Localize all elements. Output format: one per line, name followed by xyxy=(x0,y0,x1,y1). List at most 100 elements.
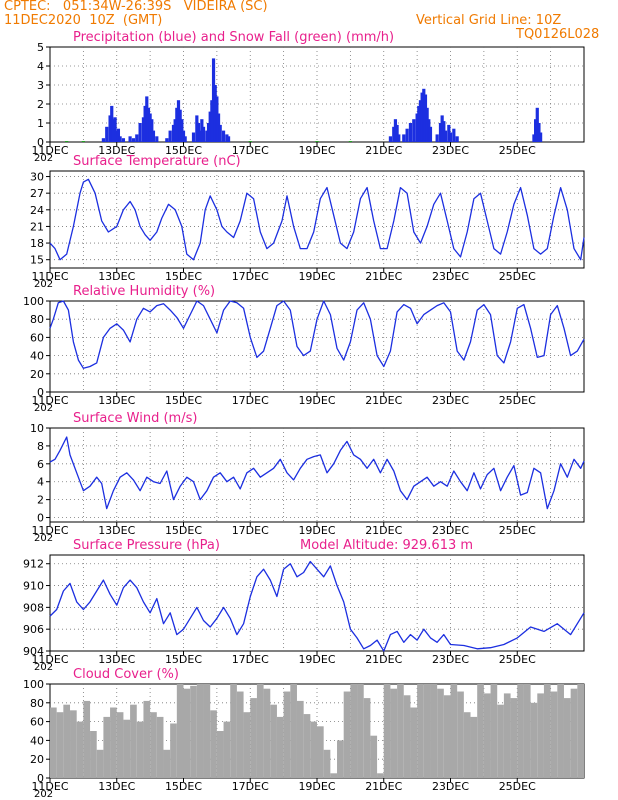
y-tick-label: 18 xyxy=(30,237,44,250)
precip-bar xyxy=(412,119,416,142)
cloud-bar xyxy=(290,684,297,778)
cloud-bar xyxy=(90,731,97,778)
x-tick-label: 17DEC xyxy=(232,270,269,283)
x-tick-label: 15DEC xyxy=(165,780,202,793)
x-tick-label: 13DEC xyxy=(98,394,135,407)
precip-bar xyxy=(440,115,444,142)
x-tick-label: 23DEC xyxy=(432,144,469,157)
y-tick-label: 40 xyxy=(30,734,44,747)
y-tick-label: 6 xyxy=(37,458,44,471)
y-tick-label: 0 xyxy=(37,512,44,525)
x-year-label: 202 xyxy=(34,403,53,414)
y-tick-label: 906 xyxy=(23,623,44,636)
precip-bar xyxy=(108,115,112,142)
precip-bar xyxy=(141,117,146,142)
cloud-bar xyxy=(557,684,564,778)
cloud-bar xyxy=(377,773,384,778)
y-tick-label: 10 xyxy=(30,422,44,435)
panel-title: Surface Wind (m/s) xyxy=(73,411,197,426)
x-tick-label: 25DEC xyxy=(499,524,536,537)
y-tick-label: 912 xyxy=(23,558,44,571)
precip-bar xyxy=(402,134,406,142)
precip-bar xyxy=(171,124,176,142)
precip-bar xyxy=(105,126,109,142)
cloud-bar xyxy=(283,691,291,778)
cloud-bar xyxy=(310,721,317,778)
x-tick-label: 25DEC xyxy=(499,653,536,666)
cloud-bar xyxy=(296,700,304,778)
cloud-bar xyxy=(463,712,471,778)
precip-bar xyxy=(315,141,319,142)
x-tick-label: 25DEC xyxy=(499,270,536,283)
precip-bar xyxy=(201,126,206,142)
precip-bar xyxy=(417,105,421,142)
x-tick-label: 13DEC xyxy=(98,780,135,793)
precip-bar xyxy=(135,134,139,142)
cloud-bar xyxy=(263,688,271,778)
x-tick-label: 17DEC xyxy=(232,524,269,537)
precip-bar xyxy=(145,96,149,142)
cloud-bar xyxy=(490,684,498,778)
cloud-bar xyxy=(430,684,438,778)
precip-bar xyxy=(423,94,428,142)
cloud-bar xyxy=(243,712,251,778)
cloud-bar xyxy=(156,716,164,778)
precip-bar xyxy=(180,119,184,142)
precip-bar xyxy=(435,134,439,142)
cloud-bar xyxy=(523,684,531,778)
precip-bar xyxy=(418,100,423,142)
precip-bar xyxy=(148,113,152,142)
x-tick-label: 21DEC xyxy=(365,270,402,283)
cloud-bar xyxy=(70,710,77,778)
panel-title: Relative Humidity (%) xyxy=(73,284,215,299)
precip-bar xyxy=(395,124,399,142)
series-line xyxy=(49,178,585,261)
panel-title: Cloud Cover (%) xyxy=(73,667,179,682)
precip-bar xyxy=(128,136,132,142)
precip-bar xyxy=(206,123,211,142)
cloud-bar xyxy=(183,688,191,778)
precip-bar xyxy=(539,132,543,142)
precip-bar xyxy=(425,107,429,142)
cloud-bar xyxy=(136,721,144,778)
cloud-bar xyxy=(210,710,217,778)
precip-bar xyxy=(65,141,69,142)
precip-bar xyxy=(155,136,159,142)
precip-bar xyxy=(448,132,453,142)
precip-bar xyxy=(537,123,541,142)
precip-bar xyxy=(213,85,217,142)
y-tick-label: 0 xyxy=(37,772,44,785)
cloud-bar xyxy=(303,714,311,778)
x-tick-label: 17DEC xyxy=(232,780,269,793)
cloud-bar xyxy=(357,684,364,778)
precip-bar xyxy=(393,119,398,142)
cloud-bar xyxy=(317,726,324,778)
precip-bar xyxy=(226,136,231,142)
x-tick-label: 23DEC xyxy=(432,270,469,283)
cloud-bar xyxy=(270,704,277,778)
cloud-bar xyxy=(383,684,391,778)
precip-bar xyxy=(181,130,186,142)
cloud-bar xyxy=(63,704,71,778)
x-tick-label: 21DEC xyxy=(365,144,402,157)
cloud-bar xyxy=(176,684,184,778)
precip-bar xyxy=(452,128,456,142)
precip-bar xyxy=(116,128,121,142)
precip-bar xyxy=(348,141,352,142)
precip-bar xyxy=(111,119,116,142)
precip-bar xyxy=(151,130,156,142)
x-tick-label: 13DEC xyxy=(98,270,135,283)
cloud-bar xyxy=(323,749,331,778)
cloud-bar xyxy=(236,691,244,778)
y-tick-label: 40 xyxy=(30,350,44,363)
cloud-bar xyxy=(230,684,237,778)
y-tick-label: 21 xyxy=(30,220,44,233)
cloud-bar xyxy=(483,693,491,778)
cloud-bar xyxy=(76,721,84,778)
precip-bar xyxy=(442,121,446,142)
x-tick-label: 11DEC xyxy=(31,144,68,157)
precip-bar xyxy=(176,100,181,142)
cloud-bar xyxy=(110,707,117,778)
precip-bar xyxy=(146,107,151,142)
